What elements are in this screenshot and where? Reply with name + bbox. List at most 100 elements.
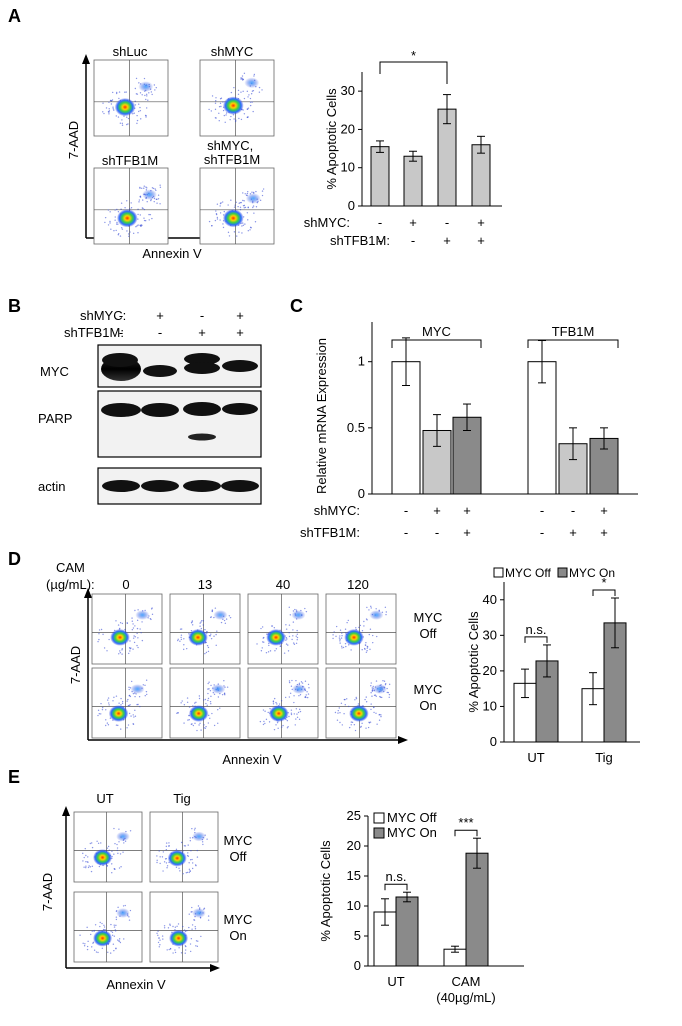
flow-event — [131, 620, 134, 622]
flow-event — [180, 638, 183, 641]
flow-event — [210, 637, 213, 640]
flow-event — [109, 99, 112, 102]
flow-event — [304, 607, 306, 610]
flow-event — [287, 644, 289, 646]
flow-event — [134, 609, 136, 612]
bar — [589, 437, 619, 495]
flow-event — [116, 849, 119, 852]
y-axis-label: % Apoptotic Cells — [466, 611, 481, 713]
flow-event — [103, 924, 105, 926]
flow-event — [141, 224, 143, 227]
blot-sign: - — [200, 308, 204, 323]
flow-event — [306, 696, 309, 699]
flow-event — [305, 610, 308, 613]
flow-event — [137, 609, 139, 611]
flow-event — [85, 865, 87, 867]
flow-event — [136, 114, 138, 117]
flow-event — [146, 95, 148, 97]
blot-band-actin-2 — [141, 480, 179, 492]
flow-event — [114, 219, 116, 221]
panel-letter-e: E — [8, 767, 20, 787]
flow-event — [127, 704, 130, 707]
flow-event — [299, 694, 302, 696]
flow-event — [134, 100, 136, 103]
flow-event — [268, 721, 271, 723]
flow-event — [224, 121, 226, 124]
flow-event — [239, 208, 242, 211]
flow-event — [106, 847, 109, 849]
flow-event — [207, 692, 209, 695]
cam-dose-120: 120 — [347, 577, 369, 592]
flow-event — [294, 724, 296, 726]
y-tick-label: 30 — [483, 627, 497, 642]
factor-sign: - — [435, 525, 439, 540]
flow-event — [307, 693, 310, 695]
flow-event — [151, 187, 154, 189]
flow-event — [84, 943, 86, 945]
flow-event — [230, 115, 232, 118]
bar — [471, 144, 491, 207]
flow-event — [344, 628, 347, 630]
axis-label-annexin-a: Annexin V — [142, 246, 202, 261]
flow-event — [296, 713, 298, 715]
flow-density-tail — [372, 684, 387, 694]
flow-event — [249, 101, 252, 103]
flow-event — [178, 947, 180, 949]
flow-event — [382, 680, 384, 682]
flow-event — [288, 635, 291, 638]
flow-event — [166, 949, 168, 951]
flow-event — [371, 695, 373, 697]
flow-event — [361, 722, 363, 725]
flow-event — [116, 843, 118, 846]
flow-event — [252, 206, 254, 209]
flow-event — [370, 692, 372, 694]
blot-sign: - — [119, 325, 123, 340]
flow-event — [383, 680, 386, 682]
flow-event — [159, 203, 161, 205]
flow-event — [372, 641, 374, 644]
axis-label-annexin-e: Annexin V — [106, 977, 166, 992]
flow-event — [108, 110, 111, 112]
flow-event — [251, 191, 253, 193]
flow-event — [358, 626, 360, 629]
flow-event — [388, 696, 390, 698]
panel-d-bar-chart: 0 10 20 30 40% Apoptotic Cells UT Tig MYC Off MY… — [466, 566, 640, 765]
flow-event — [298, 682, 301, 684]
flow-event — [335, 635, 337, 638]
flow-event — [120, 697, 122, 700]
y-tick-label: 25 — [347, 808, 361, 823]
flow-event — [370, 607, 372, 609]
flow-event — [261, 190, 264, 192]
flow-event — [372, 706, 375, 708]
flow-event — [228, 235, 231, 237]
flow-event — [126, 622, 129, 624]
flow-event — [117, 939, 119, 941]
flow-event — [141, 207, 144, 209]
flow-event — [144, 220, 147, 222]
flow-event — [238, 117, 240, 120]
flow-event — [137, 208, 139, 210]
flow-event — [191, 624, 194, 626]
flow-event — [256, 643, 258, 645]
flow-event — [375, 695, 377, 698]
factor-sign: + — [477, 215, 485, 230]
cam-dose-0: 0 — [122, 577, 129, 592]
blot-band-myc-2 — [143, 365, 177, 377]
flow-event — [222, 109, 225, 112]
flow-event — [346, 621, 348, 624]
flow-event — [136, 225, 138, 227]
flow-event — [291, 638, 293, 641]
flow-event — [287, 726, 289, 728]
flow-event — [105, 107, 108, 109]
flow-event — [105, 719, 107, 721]
axis-label-7aad-d: 7-AAD — [68, 646, 83, 684]
legend-label: MYC On — [387, 825, 437, 840]
flow-event — [343, 712, 345, 715]
flow-event — [121, 124, 124, 126]
flow-event — [114, 216, 116, 218]
flow-event — [269, 707, 271, 710]
flow-event — [239, 206, 242, 209]
flow-event — [118, 653, 120, 655]
legend-label: MYC On — [569, 566, 615, 580]
x-tick-label: (40µg/mL) — [436, 990, 496, 1005]
